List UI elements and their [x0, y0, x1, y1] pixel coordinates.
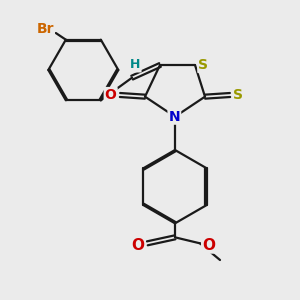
Text: O: O — [131, 238, 145, 253]
Text: Br: Br — [36, 22, 54, 36]
Text: N: N — [169, 110, 180, 124]
Text: O: O — [105, 88, 117, 102]
Text: H: H — [130, 58, 141, 71]
Text: O: O — [202, 238, 215, 253]
Text: S: S — [198, 58, 208, 72]
Text: S: S — [233, 88, 243, 102]
